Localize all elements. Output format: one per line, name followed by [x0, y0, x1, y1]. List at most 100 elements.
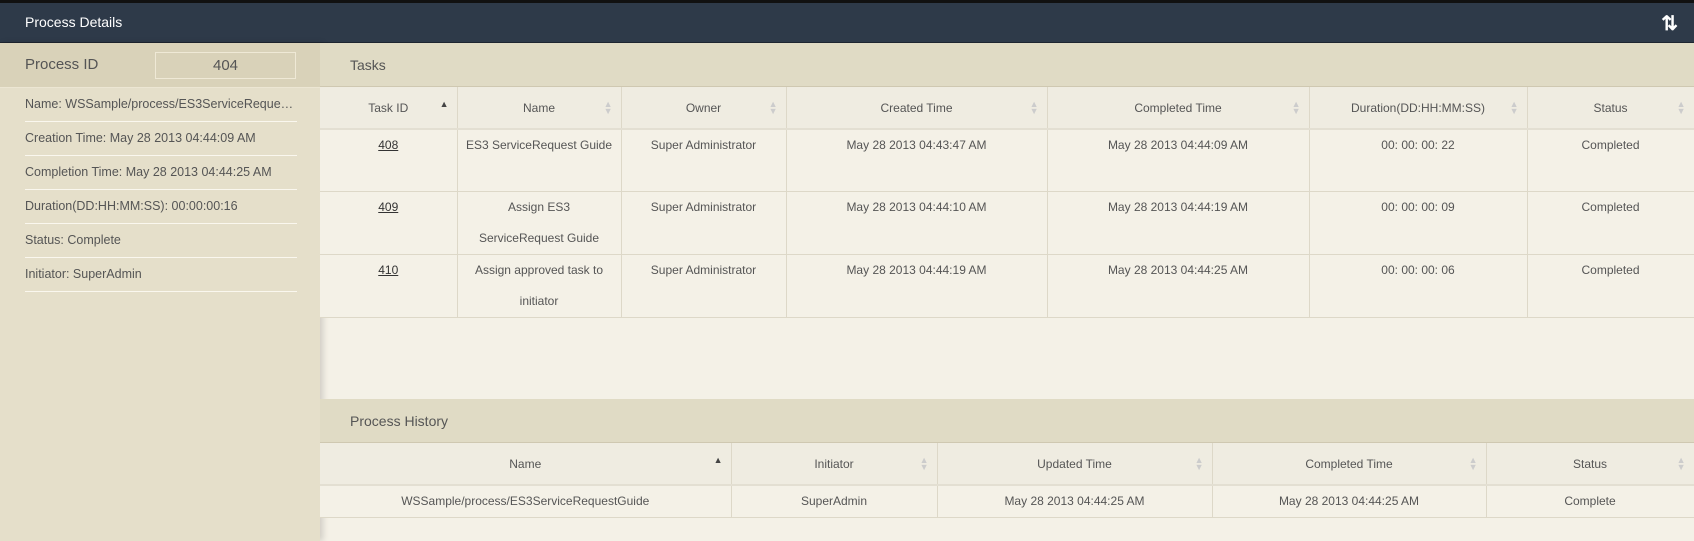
tasks-table: Task ID ▲ Name ▲ ▼ Owner ▲ ▼ Created Time ▲ ▼ Compl… — [320, 87, 1694, 318]
page-title: Process Details — [25, 14, 123, 30]
column-label: Status — [1593, 100, 1628, 115]
process-history: Process History Name ▲ Initiator ▲ ▼ Updated … — [320, 399, 1694, 518]
cell-value: 00: 00: 00: 22 — [1381, 138, 1455, 152]
sort-icon[interactable]: ▲ ▼ — [919, 455, 929, 472]
cell-value: May 28 2013 04:44:09 AM — [1107, 138, 1249, 152]
column-label: Completed Time — [1305, 456, 1393, 471]
cell-value: WSSample/process/ES3ServiceRequestGuide — [401, 494, 650, 508]
column-header-completed-time[interactable]: Completed Time ▲ ▼ — [1212, 443, 1487, 486]
cell-value: 00: 00: 00: 06 — [1381, 262, 1455, 277]
cell-completed-time: May 28 2013 04:44:09 AM — [1047, 129, 1310, 192]
sort-icon[interactable]: ▲ ▼ — [1676, 99, 1686, 116]
cell-owner: Super Administrator — [621, 191, 787, 255]
cell-value: Complete — [1564, 494, 1616, 508]
sort-icon[interactable]: ▲ ▼ — [603, 99, 613, 116]
sort-ascending-icon[interactable]: ▲ — [439, 99, 449, 109]
task-id-link[interactable]: 408 — [378, 138, 399, 152]
sidebar: Process ID Name: WSSample/process/ES3Ser… — [0, 43, 320, 541]
sort-icon[interactable]: ▲ ▼ — [1468, 455, 1478, 472]
cell-initiator: SuperAdmin — [731, 485, 938, 518]
column-header-name[interactable]: Name ▲ ▼ — [457, 87, 622, 130]
main-panel: Tasks Task ID ▲ Name ▲ ▼ Owner ▲ ▼ Created Time ▲… — [320, 43, 1694, 541]
cell-created-time: May 28 2013 04:44:19 AM — [786, 254, 1048, 318]
process-id-input[interactable] — [155, 52, 296, 79]
cell-value: Completed — [1581, 138, 1640, 152]
cell-status: Completed — [1527, 191, 1694, 255]
history-title: Process History — [320, 399, 1694, 443]
process-id-label: Process ID — [25, 56, 99, 73]
column-label: Owner — [685, 100, 722, 115]
table-row: 408 ES3 ServiceRequest Guide Super Adminis… — [320, 129, 1694, 192]
column-label: Initiator — [814, 456, 854, 471]
cell-value: May 28 2013 04:44:25 AM — [1004, 494, 1145, 508]
process-name: Name: WSSample/process/ES3ServiceRequest… — [25, 88, 297, 122]
cell-value: Completed — [1581, 262, 1640, 277]
cell-value: Assign ES3 ServiceRequest Guide — [478, 199, 600, 245]
column-header-initiator[interactable]: Initiator ▲ ▼ — [731, 443, 938, 486]
column-label: Created Time — [880, 100, 953, 115]
sort-icon[interactable]: ▲ ▼ — [768, 99, 778, 116]
task-id-link[interactable]: 410 — [378, 262, 399, 277]
column-header-duration-dd-hh-mm-ss[interactable]: Duration(DD:HH:MM:SS) ▲ ▼ — [1309, 87, 1528, 130]
cell-completed-time: May 28 2013 04:44:25 AM — [1212, 485, 1487, 518]
column-label: Updated Time — [1037, 456, 1112, 471]
cell-name: ES3 ServiceRequest Guide — [457, 129, 622, 192]
sort-icon[interactable]: ▲ ▼ — [1194, 455, 1204, 472]
cell-value: May 28 2013 04:44:10 AM — [846, 199, 987, 214]
top-bar: Process Details ⇅ — [0, 0, 1694, 43]
cell-value: ES3 ServiceRequest Guide — [465, 138, 613, 152]
cell-value: Super Administrator — [650, 262, 757, 277]
sort-icon[interactable]: ▲ ▼ — [1029, 99, 1039, 116]
column-header-task-id[interactable]: Task ID ▲ — [320, 87, 458, 130]
cell-created-time: May 28 2013 04:43:47 AM — [786, 129, 1048, 192]
cell-value: May 28 2013 04:44:25 AM — [1107, 262, 1249, 277]
table-row: 410 Assign approved task to initiator Supe… — [320, 254, 1694, 318]
cell-value: May 28 2013 04:44:25 AM — [1278, 494, 1420, 508]
cell-completed-time: May 28 2013 04:44:25 AM — [1047, 254, 1310, 318]
sort-icon[interactable]: ▲ ▼ — [1676, 455, 1686, 472]
cell-value: 00: 00: 00: 09 — [1381, 199, 1455, 214]
column-header-updated-time[interactable]: Updated Time ▲ ▼ — [937, 443, 1213, 486]
cell-value: Completed — [1581, 199, 1640, 214]
cell-value: Super Administrator — [650, 199, 757, 214]
cell-task-id: 410 — [320, 254, 458, 318]
column-header-owner[interactable]: Owner ▲ ▼ — [621, 87, 787, 130]
cell-value: SuperAdmin — [800, 494, 868, 508]
cell-status: Completed — [1527, 254, 1694, 318]
column-header-created-time[interactable]: Created Time ▲ ▼ — [786, 87, 1048, 130]
table-row: WSSample/process/ES3ServiceRequestGuide S… — [320, 485, 1694, 518]
sort-icon[interactable]: ▲ ▼ — [1509, 99, 1519, 116]
cell-name: WSSample/process/ES3ServiceRequestGuide — [320, 485, 732, 518]
cell-owner: Super Administrator — [621, 254, 787, 318]
cell-owner: Super Administrator — [621, 129, 787, 192]
column-header-status[interactable]: Status ▲ ▼ — [1486, 443, 1694, 486]
cell-duration-dd-hh-mm-ss: 00: 00: 00: 09 — [1309, 191, 1528, 255]
cell-status: Completed — [1527, 129, 1694, 192]
refresh-icon[interactable]: ⇅ — [1661, 13, 1678, 35]
cell-duration-dd-hh-mm-ss: 00: 00: 00: 22 — [1309, 129, 1528, 192]
table-row: 409 Assign ES3 ServiceRequest Guide Super … — [320, 191, 1694, 255]
cell-completed-time: May 28 2013 04:44:19 AM — [1047, 191, 1310, 255]
cell-value: May 28 2013 04:44:19 AM — [846, 262, 987, 277]
cell-value: Super Administrator — [650, 138, 757, 152]
column-header-completed-time[interactable]: Completed Time ▲ ▼ — [1047, 87, 1310, 130]
sort-ascending-icon[interactable]: ▲ — [713, 455, 723, 465]
column-header-status[interactable]: Status ▲ ▼ — [1527, 87, 1694, 130]
sort-icon[interactable]: ▲ ▼ — [1291, 99, 1301, 116]
column-label: Name — [509, 456, 542, 471]
cell-name: Assign ES3 ServiceRequest Guide — [457, 191, 622, 255]
history-table: Name ▲ Initiator ▲ ▼ Updated Time ▲ ▼ Completed … — [320, 443, 1694, 518]
task-id-link[interactable]: 409 — [378, 199, 399, 214]
status: Status: Complete — [25, 224, 297, 258]
cell-name: Assign approved task to initiator — [457, 254, 622, 318]
column-header-name[interactable]: Name ▲ — [320, 443, 732, 486]
process-id-row: Process ID — [0, 43, 320, 88]
column-label: Duration(DD:HH:MM:SS) — [1350, 100, 1485, 115]
completion-time: Completion Time: May 28 2013 04:44:25 AM — [25, 156, 297, 190]
creation-time: Creation Time: May 28 2013 04:44:09 AM — [25, 122, 297, 156]
column-label: Status — [1572, 456, 1608, 471]
cell-value: Assign approved task to initiator — [474, 262, 604, 308]
column-label: Name — [522, 100, 555, 115]
cell-value: May 28 2013 04:43:47 AM — [846, 138, 987, 152]
cell-status: Complete — [1486, 485, 1694, 518]
